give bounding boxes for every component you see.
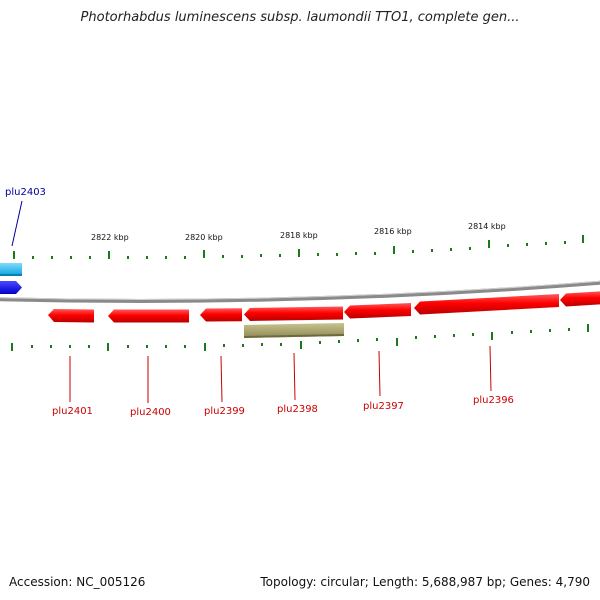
feature-bar-olive[interactable] bbox=[244, 323, 344, 338]
tick-label: 2822 kbp bbox=[91, 233, 129, 242]
gene-arrow-plu2396[interactable] bbox=[414, 294, 559, 315]
tick-label: 2820 kbp bbox=[185, 233, 223, 242]
gene-arrow-plu2397[interactable] bbox=[344, 303, 411, 319]
genome-backbone bbox=[0, 280, 600, 303]
gene-label-plu2396[interactable]: plu2396 bbox=[473, 395, 514, 406]
gene-arrow-forward-light[interactable] bbox=[0, 263, 22, 276]
feature-bar-olive-edge bbox=[244, 334, 344, 338]
genome-title: Photorhabdus luminescens subsp. laumondi… bbox=[80, 10, 520, 25]
gene-arrow-forward-light-shade bbox=[0, 274, 22, 276]
gene-arrow-plu2400[interactable] bbox=[108, 309, 189, 323]
label-connector bbox=[489, 345, 492, 392]
gene-label-plu2403[interactable]: plu2403 bbox=[5, 187, 46, 198]
gene-arrow-plu2401[interactable] bbox=[48, 309, 94, 323]
tick-label: 2814 kbp bbox=[468, 222, 506, 231]
reverse-genes bbox=[48, 291, 600, 323]
label-connector bbox=[11, 200, 23, 247]
tick-label: 2818 kbp bbox=[280, 231, 318, 240]
gene-arrow-forward[interactable] bbox=[0, 281, 22, 294]
tick-row-lower bbox=[11, 324, 589, 351]
gene-label-plu2400[interactable]: plu2400 bbox=[130, 407, 171, 418]
gene-label-plu2399[interactable]: plu2399 bbox=[204, 406, 245, 417]
genome-summary: Topology: circular; Length: 5,688,987 bp… bbox=[260, 575, 590, 589]
gene-arrow-plu2399[interactable] bbox=[200, 308, 242, 322]
gene-arrow-next[interactable] bbox=[560, 291, 600, 307]
tick-label: 2816 kbp bbox=[374, 227, 412, 236]
gene-label-plu2401[interactable]: plu2401 bbox=[52, 406, 93, 417]
genome-backbone-highlight bbox=[0, 280, 600, 300]
label-connector bbox=[378, 350, 381, 397]
tick-row-upper bbox=[13, 235, 584, 259]
gene-label-plu2398[interactable]: plu2398 bbox=[277, 404, 318, 415]
gene-label-plu2397[interactable]: plu2397 bbox=[363, 401, 404, 412]
label-connector bbox=[293, 352, 296, 401]
label-connector bbox=[220, 355, 223, 403]
accession-label: Accession: NC_005126 bbox=[9, 575, 146, 589]
gene-arrow-plu2398[interactable] bbox=[244, 306, 343, 322]
